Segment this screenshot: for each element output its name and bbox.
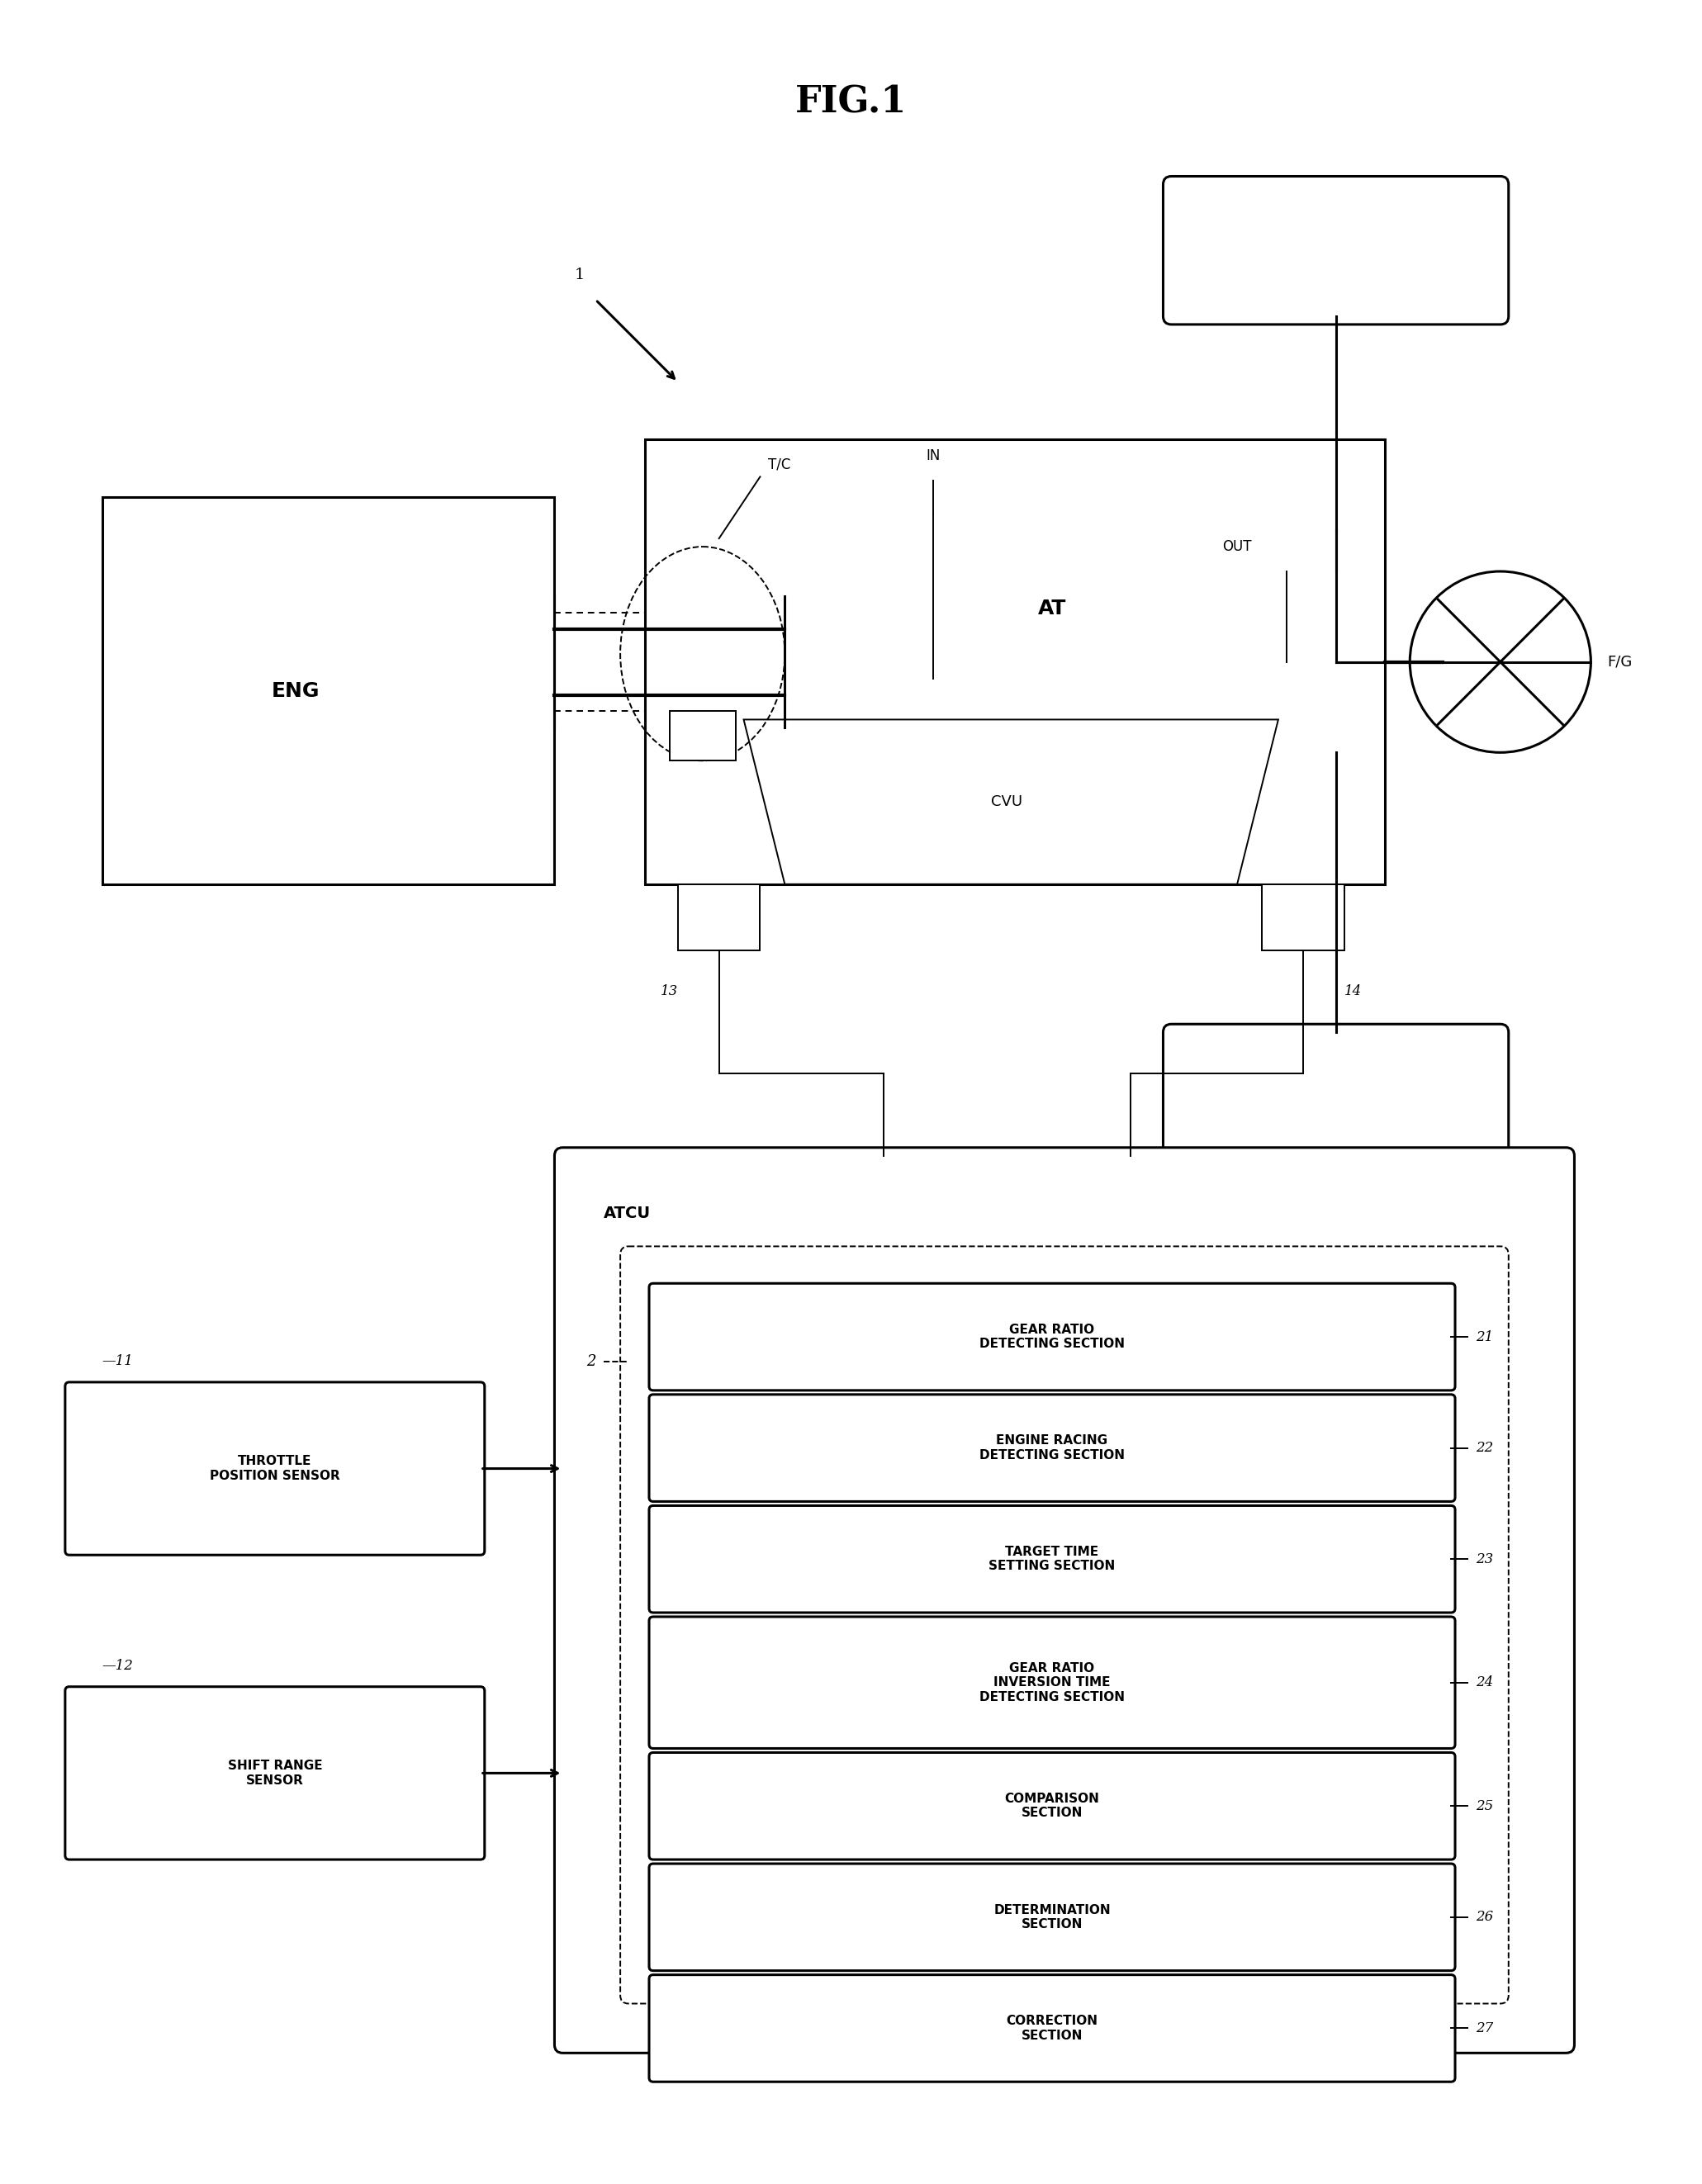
Bar — [102, 498, 555, 885]
Text: COMPARISON
SECTION: COMPARISON SECTION — [1004, 1793, 1099, 1819]
Text: ENG: ENG — [271, 681, 320, 701]
Text: 13: 13 — [660, 985, 679, 998]
Text: —11: —11 — [102, 1354, 133, 1369]
Text: AT: AT — [1038, 598, 1065, 618]
Text: CVU: CVU — [991, 795, 1023, 810]
Text: 25: 25 — [1476, 1800, 1493, 1813]
Text: DETERMINATION
SECTION: DETERMINATION SECTION — [994, 1904, 1111, 1931]
FancyBboxPatch shape — [648, 1505, 1455, 1612]
Bar — [645, 439, 1385, 885]
Text: 26: 26 — [1476, 1911, 1493, 1924]
FancyBboxPatch shape — [648, 1752, 1455, 1859]
FancyBboxPatch shape — [65, 1686, 485, 1859]
Text: GEAR RATIO
DETECTING SECTION: GEAR RATIO DETECTING SECTION — [979, 1324, 1125, 1350]
Text: IN: IN — [926, 448, 940, 463]
FancyBboxPatch shape — [555, 1147, 1574, 2053]
Text: OUT: OUT — [1222, 539, 1251, 555]
Text: 2: 2 — [585, 1354, 596, 1369]
Text: TARGET TIME
SETTING SECTION: TARGET TIME SETTING SECTION — [989, 1546, 1115, 1572]
Text: GEAR RATIO
INVERSION TIME
DETECTING SECTION: GEAR RATIO INVERSION TIME DETECTING SECT… — [979, 1662, 1125, 1704]
Text: 27: 27 — [1476, 2020, 1493, 2035]
Bar — [669, 712, 735, 760]
Bar — [1261, 885, 1345, 950]
Text: CORRECTION
SECTION: CORRECTION SECTION — [1006, 2016, 1098, 2042]
Text: 14: 14 — [1345, 985, 1362, 998]
FancyBboxPatch shape — [648, 1863, 1455, 1970]
FancyBboxPatch shape — [648, 1284, 1455, 1391]
Text: 23: 23 — [1476, 1553, 1493, 1566]
FancyBboxPatch shape — [65, 1382, 485, 1555]
Bar — [677, 885, 761, 950]
FancyBboxPatch shape — [620, 1247, 1508, 2003]
Text: —12: —12 — [102, 1660, 133, 1673]
FancyBboxPatch shape — [648, 1616, 1455, 1749]
FancyBboxPatch shape — [648, 1396, 1455, 1500]
Text: 21: 21 — [1476, 1330, 1493, 1343]
Text: F/G: F/G — [1607, 655, 1632, 668]
Text: 24: 24 — [1476, 1675, 1493, 1690]
Text: T/C: T/C — [768, 456, 791, 472]
Text: FIG.1: FIG.1 — [795, 85, 907, 120]
FancyBboxPatch shape — [648, 1974, 1455, 2081]
FancyBboxPatch shape — [1162, 1024, 1508, 1173]
Text: 22: 22 — [1476, 1441, 1493, 1455]
Text: SHIFT RANGE
SENSOR: SHIFT RANGE SENSOR — [228, 1760, 322, 1787]
Text: ATCU: ATCU — [604, 1206, 652, 1221]
Text: THROTTLE
POSITION SENSOR: THROTTLE POSITION SENSOR — [209, 1455, 340, 1483]
Polygon shape — [744, 719, 1278, 885]
Circle shape — [1409, 572, 1591, 753]
Text: 1: 1 — [574, 269, 584, 282]
FancyBboxPatch shape — [1162, 177, 1508, 325]
Text: ENGINE RACING
DETECTING SECTION: ENGINE RACING DETECTING SECTION — [979, 1435, 1125, 1461]
